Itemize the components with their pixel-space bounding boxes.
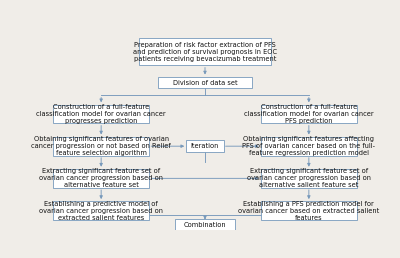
Text: Establishing a predictive model of
ovarian cancer progression based on
extracted: Establishing a predictive model of ovari… <box>39 201 163 221</box>
Text: Obtaining significant features affecting
PFS of ovarian cancer based on the full: Obtaining significant features affecting… <box>242 136 375 156</box>
Text: Division of data set: Division of data set <box>173 80 237 86</box>
Text: Preparation of risk factor extraction of PFS
and prediction of survival prognosi: Preparation of risk factor extraction of… <box>133 42 277 62</box>
FancyBboxPatch shape <box>261 201 357 220</box>
FancyBboxPatch shape <box>53 169 149 188</box>
FancyBboxPatch shape <box>261 137 357 156</box>
Text: Combination: Combination <box>184 222 226 228</box>
Text: Construction of a full-feature
classification model for ovarian cancer
PFS predi: Construction of a full-feature classific… <box>244 104 374 124</box>
FancyBboxPatch shape <box>175 219 235 230</box>
FancyBboxPatch shape <box>139 38 271 65</box>
FancyBboxPatch shape <box>261 169 357 188</box>
Text: Extracting significant feature set of
ovarian cancer progression based on
altern: Extracting significant feature set of ov… <box>39 168 163 188</box>
Text: Construction of a full-feature
classification model for ovarian cancer
progresse: Construction of a full-feature classific… <box>36 104 166 124</box>
FancyBboxPatch shape <box>186 140 224 152</box>
FancyBboxPatch shape <box>53 137 149 156</box>
Text: Establishing a PFS prediction model for
ovarian cancer based on extracted salien: Establishing a PFS prediction model for … <box>238 201 380 221</box>
FancyBboxPatch shape <box>53 105 149 123</box>
Text: Extracting significant feature set of
ovarian cancer progression based on
altern: Extracting significant feature set of ov… <box>247 168 371 188</box>
Text: Iteration: Iteration <box>191 143 219 149</box>
Text: Obtaining significant features of ovarian
cancer progression or not based on Rel: Obtaining significant features of ovaria… <box>31 136 171 156</box>
FancyBboxPatch shape <box>158 77 252 88</box>
FancyBboxPatch shape <box>53 201 149 220</box>
FancyBboxPatch shape <box>261 105 357 123</box>
